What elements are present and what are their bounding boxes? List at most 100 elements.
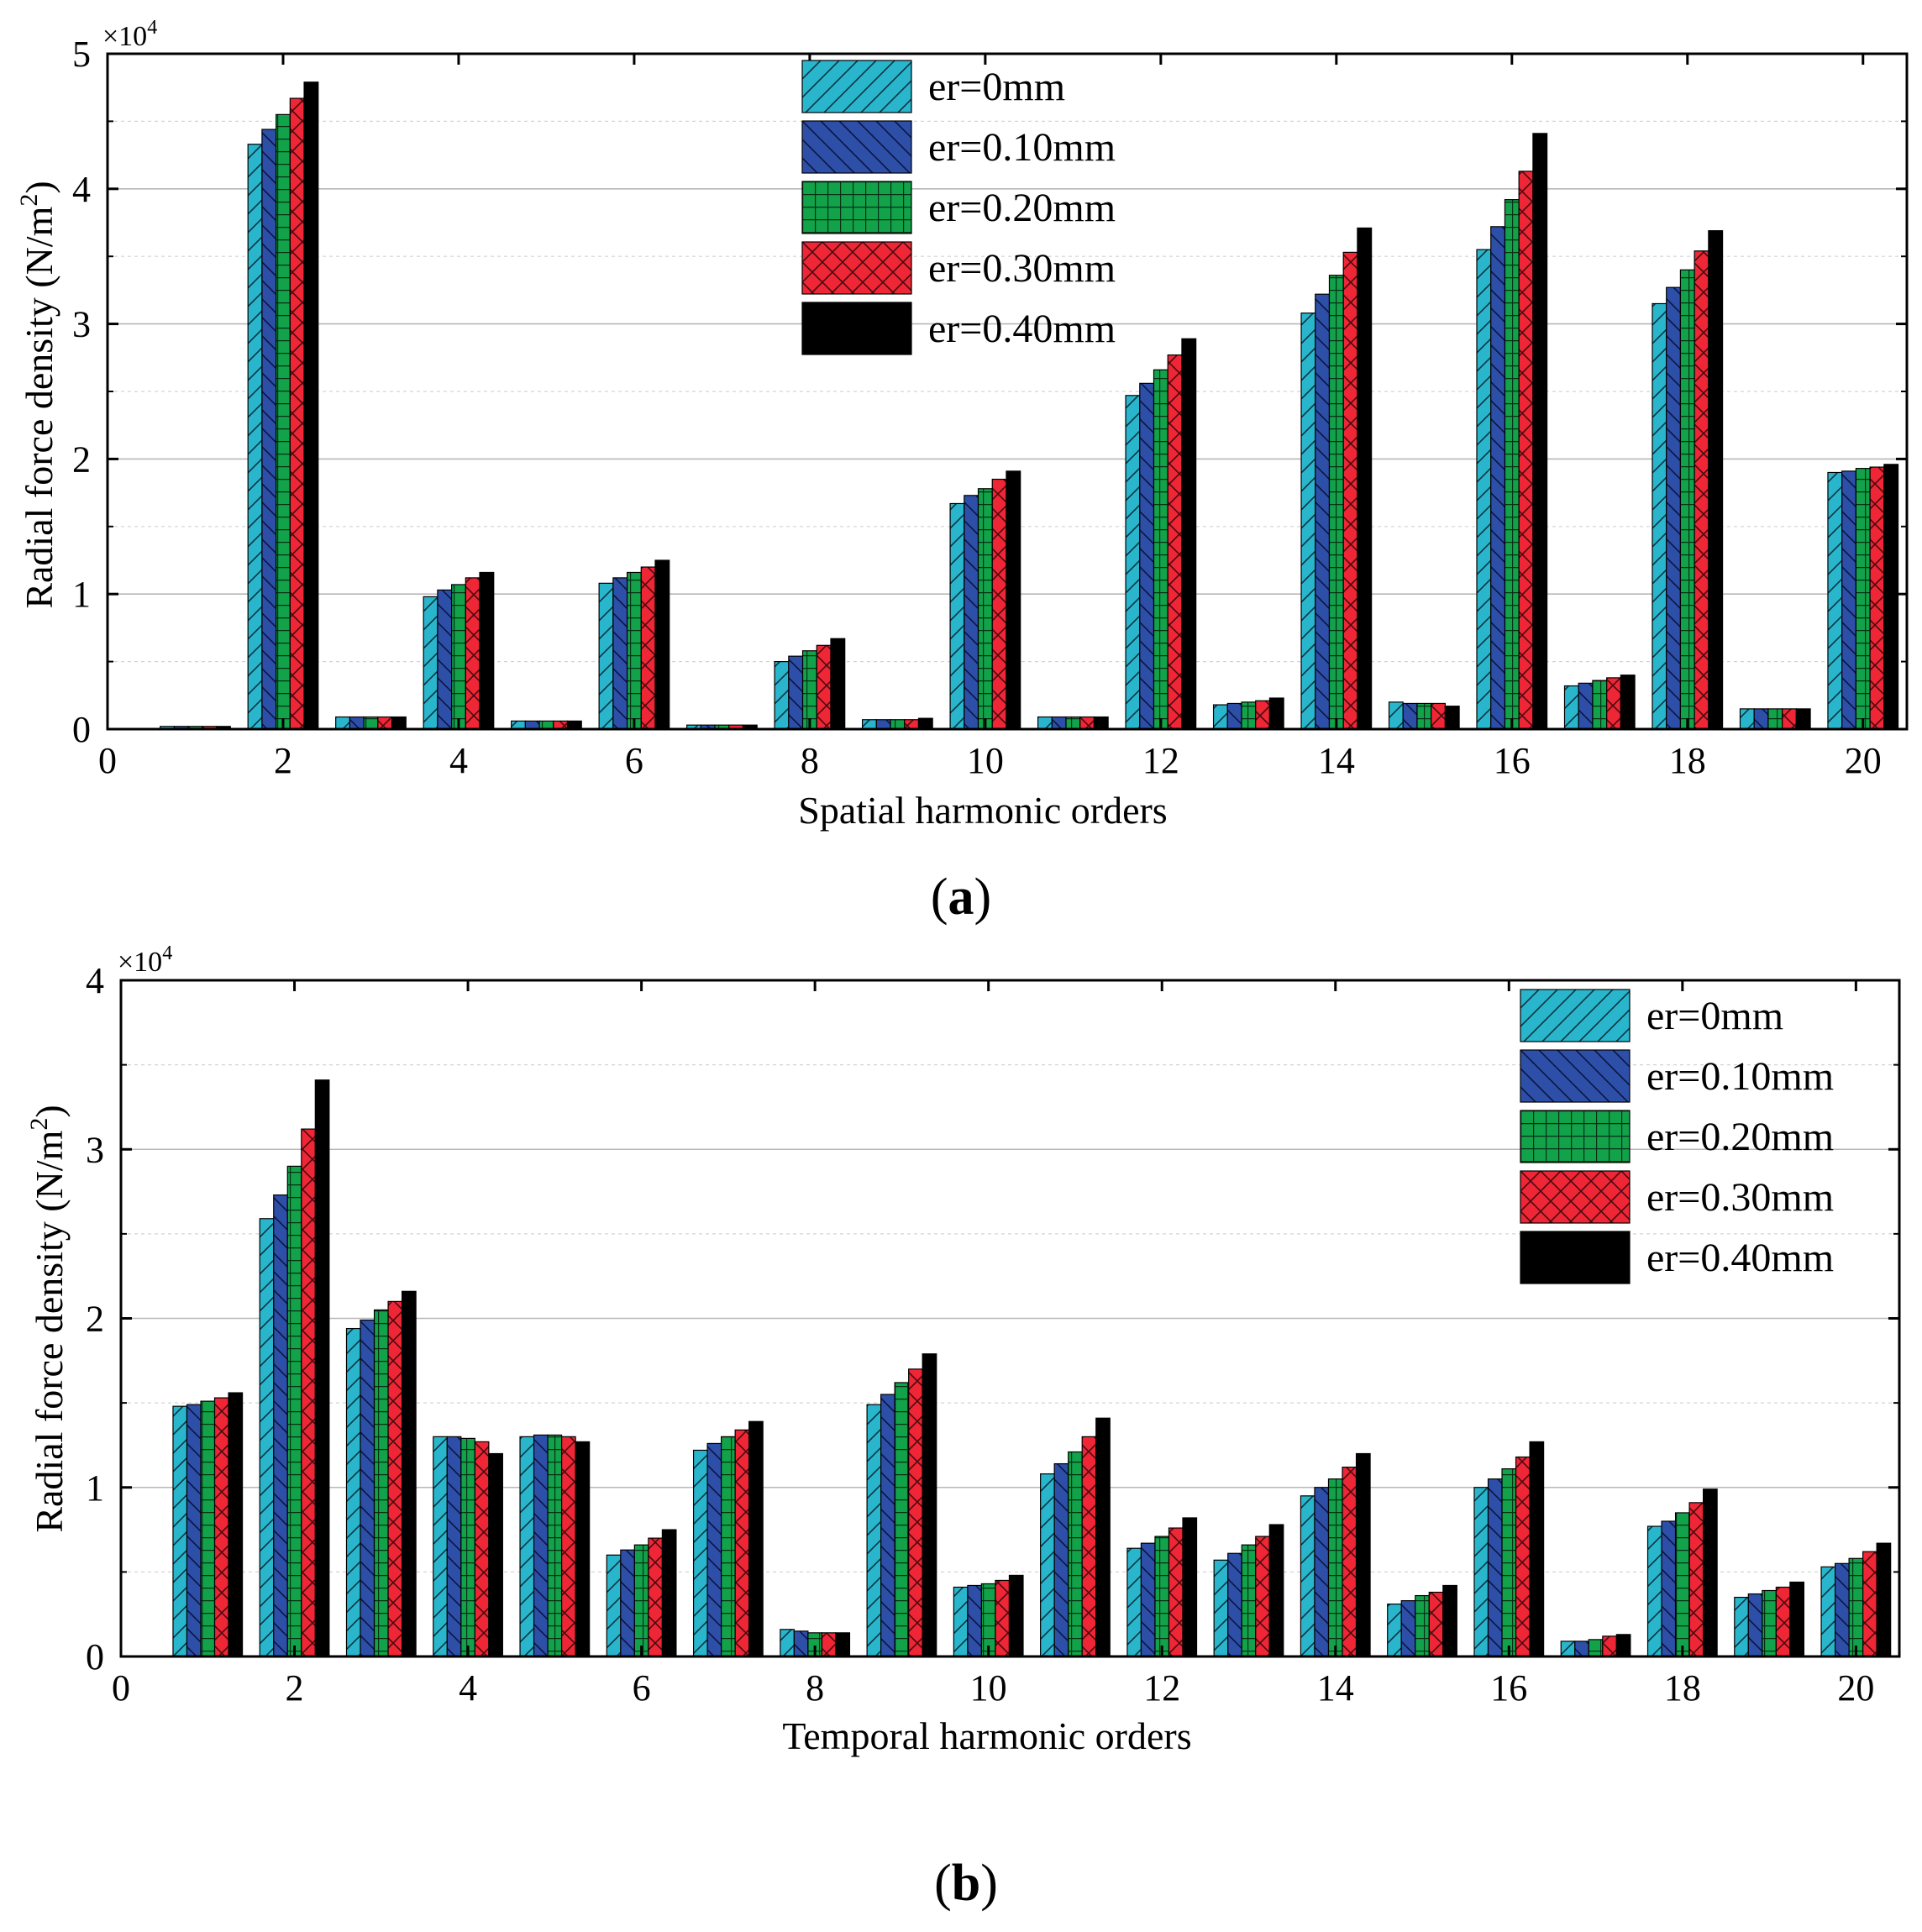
bar-group-7 [692,1420,764,1657]
bar-order-5-series-1 [519,1436,535,1657]
legend-swatch [1520,1231,1631,1284]
legend-label: er=0mm [928,65,1065,109]
bar-order-6-series-3 [633,1544,649,1657]
bar-order-11-series-3 [1068,1451,1083,1657]
bar-order-17-series-3 [1588,1639,1604,1657]
legend-item-2: er=0.10mm [1520,1049,1834,1103]
bar-group-13 [1212,697,1284,730]
bar-order-16-series-4 [1515,1456,1531,1657]
x-axis-title: Temporal harmonic orders [782,1714,1191,1757]
bar-order-20-series-5 [1883,464,1899,730]
bar-order-9-series-2 [875,719,891,730]
legend-item-1: er=0mm [1520,989,1783,1042]
bar-order-9-series-5 [922,1353,937,1657]
bar-order-14-series-4 [1342,251,1358,730]
bar-order-19-series-2 [1753,708,1769,730]
bar-group-5 [519,1434,591,1657]
bar-order-18-series-1 [1646,1525,1662,1657]
bar-order-8-series-3 [801,650,817,730]
bar-order-3-series-1 [345,1327,361,1657]
legend-item-4: er=0.30mm [801,241,1116,295]
bar-order-16-series-4 [1518,171,1534,730]
legend-label: er=0.10mm [928,125,1116,170]
bar-order-15-series-2 [1402,702,1418,730]
legend-item-2: er=0.10mm [801,120,1116,174]
y-multiplier: ×104 [102,17,157,52]
bar-order-2-series-5 [314,1079,330,1657]
bar-order-3-series-3 [373,1309,389,1657]
bar-order-15-series-4 [1431,702,1446,730]
bar-order-3-series-4 [387,1300,403,1657]
bar-order-16-series-2 [1490,226,1506,730]
bar-order-20-series-2 [1841,470,1856,730]
bar-groups [172,1079,1892,1657]
bar-order-1-series-1 [172,1405,188,1657]
bar-group-18 [1646,1488,1718,1657]
x-tick-label: 10 [970,1667,1007,1709]
bar-order-9-series-1 [861,719,877,730]
bar-order-6-series-4 [640,566,656,730]
bar-order-15-series-3 [1416,702,1432,730]
bar-order-17-series-3 [1592,680,1608,730]
bar-group-8 [774,638,846,730]
legend-swatch [801,302,912,355]
bar-order-10-series-2 [967,1584,983,1657]
legend-label: er=0.40mm [928,307,1116,351]
bar-order-12-series-5 [1181,338,1197,730]
bar-order-9-series-4 [908,1368,923,1657]
bar-order-9-series-4 [904,719,920,730]
bar-order-18-series-4 [1694,250,1709,730]
y-tick-label: 2 [72,438,91,480]
bar-order-18-series-5 [1703,1488,1718,1657]
bar-order-15-series-1 [1387,1604,1402,1657]
bar-order-11-series-1 [1037,716,1053,730]
legend-swatch [801,241,912,295]
bar-order-12-series-1 [1125,395,1141,730]
bar-group-9 [866,1353,937,1657]
bar-order-13-series-3 [1241,1544,1257,1657]
bar-order-13-series-3 [1241,701,1257,730]
bar-group-1 [172,1392,244,1657]
bar-order-7-series-2 [706,1442,722,1657]
bar-order-1-series-3 [200,1400,216,1657]
bar-order-19-series-3 [1762,1589,1777,1657]
bar-order-11-series-5 [1093,716,1109,730]
y-axis-title: Radial force density (N/m2) [25,1105,71,1532]
bar-order-19-series-5 [1789,1581,1805,1657]
bar-order-4-series-3 [450,584,466,730]
x-tick-label: 0 [112,1667,130,1709]
bar-order-9-series-2 [880,1394,895,1657]
bar-order-11-series-1 [1040,1473,1055,1657]
bar-order-20-series-3 [1855,468,1871,730]
legend-item-5: er=0.40mm [801,302,1116,355]
bar-order-2-series-3 [286,1165,302,1657]
bar-order-19-series-5 [1795,708,1811,730]
bar-order-11-series-2 [1053,1462,1069,1657]
bar-group-14 [1300,1452,1371,1657]
bar-order-15-series-5 [1442,1584,1457,1657]
bar-group-17 [1560,1634,1631,1657]
bar-order-13-series-1 [1212,704,1228,730]
bar-order-8-series-1 [774,660,790,730]
grid-lines [108,120,1907,663]
bar-group-18 [1652,230,1724,730]
bar-order-4-series-2 [437,589,453,730]
bar-order-9-series-3 [890,719,906,730]
bar-order-6-series-4 [648,1537,663,1657]
legend-item-4: er=0.30mm [1520,1170,1834,1224]
bar-order-1-series-5 [228,1392,244,1657]
bar-order-17-series-5 [1615,1634,1631,1657]
bar-order-19-series-4 [1775,1586,1791,1657]
bar-order-11-series-4 [1081,1436,1097,1657]
bar-order-3-series-2 [349,716,365,730]
bar-group-20 [1820,1542,1892,1657]
bar-order-9-series-1 [866,1404,882,1657]
bar-group-10 [949,470,1021,730]
bar-order-14-series-1 [1300,1495,1315,1657]
x-tick-label: 4 [449,740,468,781]
x-tick-label: 12 [1143,1667,1180,1709]
bar-order-11-series-4 [1079,716,1095,730]
y-tick-label: 0 [72,709,91,750]
